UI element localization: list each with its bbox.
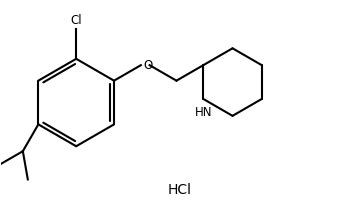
Text: Cl: Cl	[70, 14, 82, 27]
Text: HCl: HCl	[168, 183, 191, 197]
Text: O: O	[144, 59, 153, 72]
Text: HN: HN	[195, 106, 212, 119]
